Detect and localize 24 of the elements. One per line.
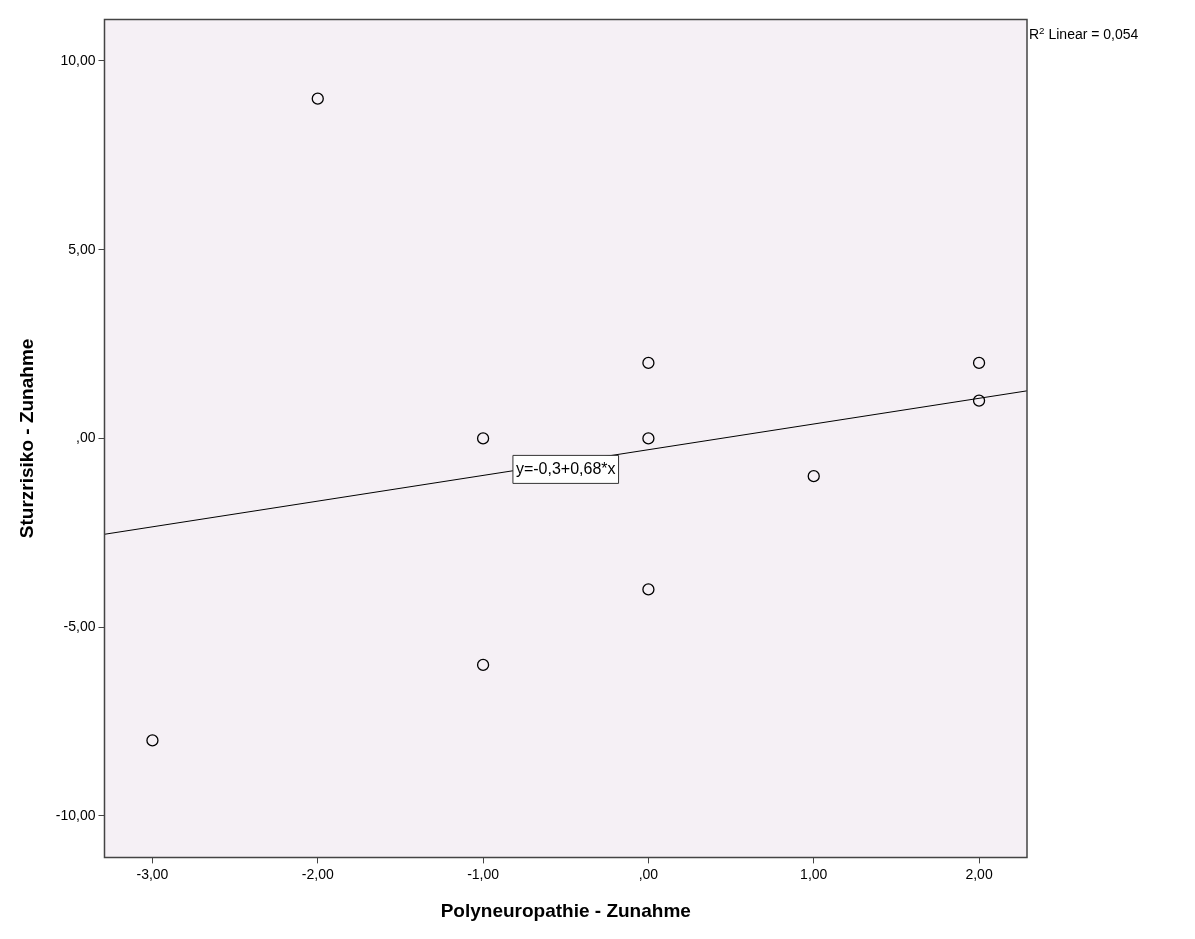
y-tick-label: -10,00 <box>55 806 96 823</box>
point <box>476 658 490 672</box>
x-tick-label: ,00 <box>638 865 659 882</box>
y-tick-label: 10,00 <box>60 51 96 68</box>
point <box>146 734 159 747</box>
point <box>311 92 324 105</box>
point <box>972 356 986 370</box>
x-tick-label: -2,00 <box>301 865 334 882</box>
x-tick-label: 2,00 <box>965 865 993 882</box>
x-tick-label: 1,00 <box>800 865 828 882</box>
point <box>807 470 820 483</box>
x-tick-label: -1,00 <box>467 865 500 882</box>
y-tick-label: -5,00 <box>63 618 96 634</box>
y-axis-title: Sturzrisiko - Zunahme <box>15 338 37 539</box>
point <box>972 394 986 407</box>
annotation: y=-0,3+0,68*x <box>515 459 616 477</box>
point <box>642 356 655 370</box>
point <box>642 432 655 445</box>
x-tick-label: -3,00 <box>136 865 169 882</box>
y-tick-label: ,00 <box>76 429 96 446</box>
x-axis-title: Polyneuropathie - Zunahme <box>440 899 691 921</box>
point <box>642 583 655 596</box>
point <box>476 432 490 445</box>
y-tick-label: 5,00 <box>68 240 96 257</box>
